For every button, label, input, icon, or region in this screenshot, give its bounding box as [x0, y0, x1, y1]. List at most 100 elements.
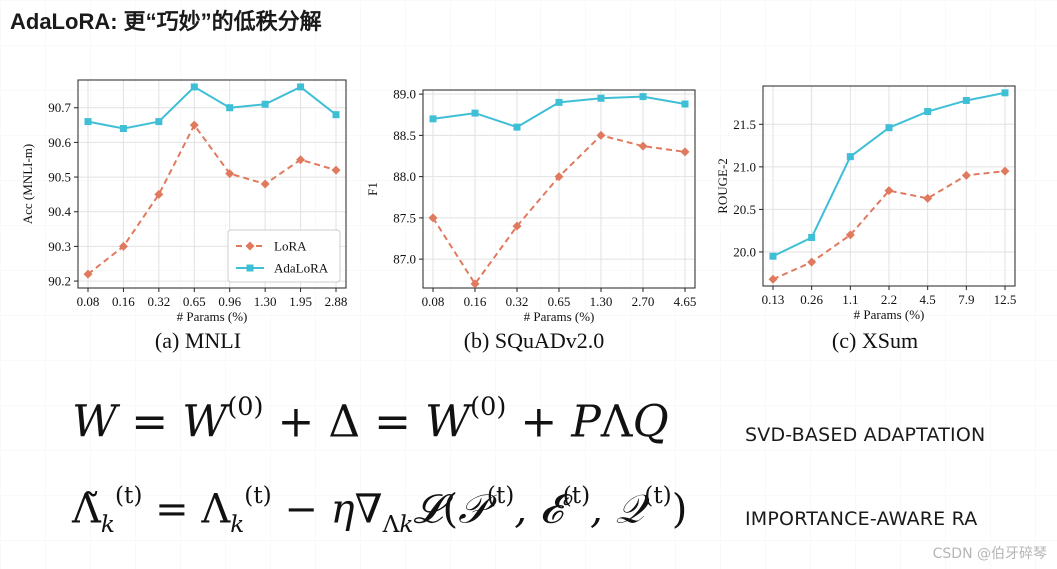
x-tick-label: 2.70 [632, 294, 655, 309]
lora-point [428, 213, 438, 223]
adalora-point [513, 123, 521, 131]
y-axis-label: Acc (MNLI-m) [20, 144, 35, 225]
x-tick-label: 0.32 [506, 294, 529, 309]
lora-point [845, 230, 855, 240]
x-tick-label: 0.13 [762, 292, 785, 307]
x-axis-label: # Params (%) [177, 309, 248, 324]
adalora-point [332, 111, 340, 119]
x-tick-label: 0.96 [218, 294, 241, 309]
y-tick-label: 90.7 [48, 100, 71, 115]
lora-point [118, 241, 128, 251]
lora-point [768, 274, 778, 284]
lora-point [554, 172, 564, 182]
page-title: AdaLoRA: 更“巧妙”的低秩分解 [10, 9, 322, 34]
legend-label: AdaLoRA [274, 261, 329, 276]
x-tick-label: 0.65 [548, 294, 571, 309]
adalora-point [429, 115, 437, 123]
caption-squad: (b) SQuADv2.0 [463, 328, 605, 353]
y-tick-label: 87.0 [393, 252, 416, 267]
x-tick-label: 4.65 [674, 294, 697, 309]
y-tick-label: 90.2 [48, 274, 71, 289]
y-tick-label: 89.0 [393, 87, 416, 102]
watermark: CSDN @伯牙碎琴 [932, 546, 1047, 562]
adalora-point [924, 108, 932, 116]
xsum-chart: 20.0 20.5 21.0 21.5 0.13 0.26 1.1 2.2 4.5 7.9 12.5… [715, 85, 1017, 322]
x-tick-label: 12.5 [994, 292, 1017, 307]
equation-importance-label: IMPORTANCE-AWARE RA [745, 508, 978, 530]
x-axis-label: # Params (%) [854, 307, 925, 322]
x-tick-label: 0.65 [183, 294, 206, 309]
adalora-point [962, 96, 970, 104]
adalora-point [471, 109, 479, 117]
lora-point [638, 141, 648, 151]
lora-series-line [87, 123, 337, 275]
adalora-point [681, 100, 689, 108]
y-tick-label: 90.4 [48, 204, 71, 219]
adalora-point [1001, 89, 1009, 97]
adalora-point [808, 233, 816, 241]
y-tick-label: 87.5 [393, 210, 416, 225]
adalora-point [226, 104, 234, 112]
lora-point [189, 120, 199, 130]
x-tick-label: 0.08 [77, 294, 100, 309]
y-axis-label: ROUGE-2 [715, 158, 730, 214]
y-tick-label: 88.0 [393, 169, 416, 184]
lora-point [154, 189, 164, 199]
adalora-point [555, 98, 563, 106]
x-tick-label: 1.95 [289, 294, 312, 309]
y-tick-label: 88.5 [393, 128, 416, 143]
x-tick-label: 0.16 [464, 294, 487, 309]
adalora-point [261, 100, 269, 108]
lora-point [961, 170, 971, 180]
lora-point [331, 165, 341, 175]
lora-point [296, 155, 306, 165]
y-tick-label: 21.5 [733, 117, 756, 132]
lora-point [470, 279, 480, 289]
adalora-point [639, 93, 647, 101]
x-tick-label: 0.08 [422, 294, 445, 309]
equation-svd: W = W(0) + Δ = W(0) + PΛQ [72, 392, 669, 448]
y-tick-label: 90.6 [48, 135, 71, 150]
adalora-point [597, 94, 605, 102]
plot-frame [77, 79, 347, 289]
x-tick-label: 2.2 [881, 292, 897, 307]
legend-marker [245, 241, 255, 251]
adalora-point [769, 252, 777, 260]
lora-point [1000, 166, 1010, 176]
lora-point [923, 193, 933, 203]
x-axis-label: # Params (%) [524, 309, 595, 324]
caption-xsum: (c) XSum [831, 328, 919, 353]
legend-label: LoRA [274, 239, 307, 254]
x-tick-label: 0.26 [800, 292, 823, 307]
lora-point [83, 269, 93, 279]
x-tick-label: 1.30 [254, 294, 277, 309]
y-tick-label: 20.5 [733, 202, 756, 217]
x-tick-label: 1.1 [842, 292, 858, 307]
squad-chart: 87.0 87.5 88.0 88.5 89.0 0.08 0.16 0.32 0.65 1.30… [365, 87, 697, 324]
legend-marker [246, 264, 254, 272]
adalora-point [119, 125, 127, 133]
lora-point [596, 130, 606, 140]
x-tick-label: 7.9 [958, 292, 974, 307]
y-tick-label: 21.0 [733, 159, 756, 174]
x-tick-label: 0.32 [147, 294, 170, 309]
y-tick-label: 90.3 [48, 239, 71, 254]
x-tick-label: 1.30 [590, 294, 613, 309]
adalora-point [84, 118, 92, 126]
mnli-chart: 90.2 90.3 90.4 90.5 90.6 90.7 0.08 0.16 0.32 0.65… [20, 79, 348, 324]
adalora-point [190, 83, 198, 91]
x-tick-label: 0.16 [112, 294, 135, 309]
lora-point [680, 147, 690, 157]
equation-svd-label: SVD-BASED ADAPTATION [745, 424, 986, 446]
y-tick-label: 20.0 [733, 244, 756, 259]
adalora-point [297, 83, 305, 91]
lora-point [512, 221, 522, 231]
lora-point [807, 257, 817, 267]
adalora-series-line [87, 85, 337, 130]
caption-mnli: (a) MNLI [154, 328, 242, 353]
y-axis-label: F1 [365, 182, 380, 196]
x-tick-label: 2.88 [325, 294, 348, 309]
lora-point [260, 179, 270, 189]
y-tick-label: 90.5 [48, 170, 71, 185]
adalora-point [885, 124, 893, 132]
